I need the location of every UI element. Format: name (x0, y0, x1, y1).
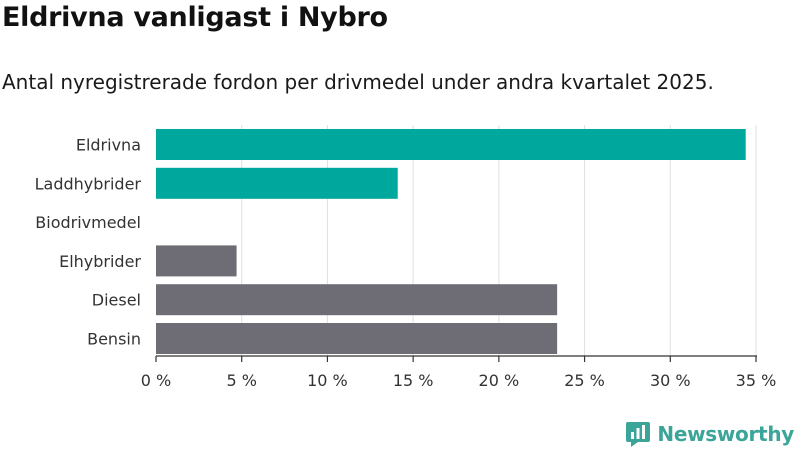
brand-logo: Newsworthy (625, 420, 794, 448)
x-tick-label: 15 % (393, 371, 434, 390)
x-tick-label: 20 % (479, 371, 520, 390)
category-label: Elhybrider (59, 252, 141, 271)
bar (156, 323, 558, 354)
bar (156, 129, 746, 160)
category-label: Eldrivna (76, 136, 141, 155)
chart-title: Eldrivna vanligast i Nybro (2, 2, 388, 33)
x-tick-label: 10 % (307, 371, 348, 390)
x-tick-label: 35 % (736, 371, 777, 390)
x-tick-label: 5 % (226, 371, 256, 390)
category-label: Diesel (92, 291, 141, 310)
x-tick-label: 25 % (564, 371, 605, 390)
category-label: Bensin (87, 330, 141, 349)
bar (156, 284, 558, 316)
brand-name: Newsworthy (657, 422, 794, 446)
category-label: Laddhybrider (35, 174, 142, 193)
newsworthy-logo-icon (626, 422, 651, 447)
chart-subtitle: Antal nyregistrerade fordon per drivmede… (2, 70, 714, 94)
bar (156, 167, 398, 199)
x-tick-label: 0 % (141, 371, 171, 390)
bar (156, 245, 237, 277)
x-tick-label: 30 % (650, 371, 691, 390)
category-label: Biodrivmedel (35, 213, 141, 232)
